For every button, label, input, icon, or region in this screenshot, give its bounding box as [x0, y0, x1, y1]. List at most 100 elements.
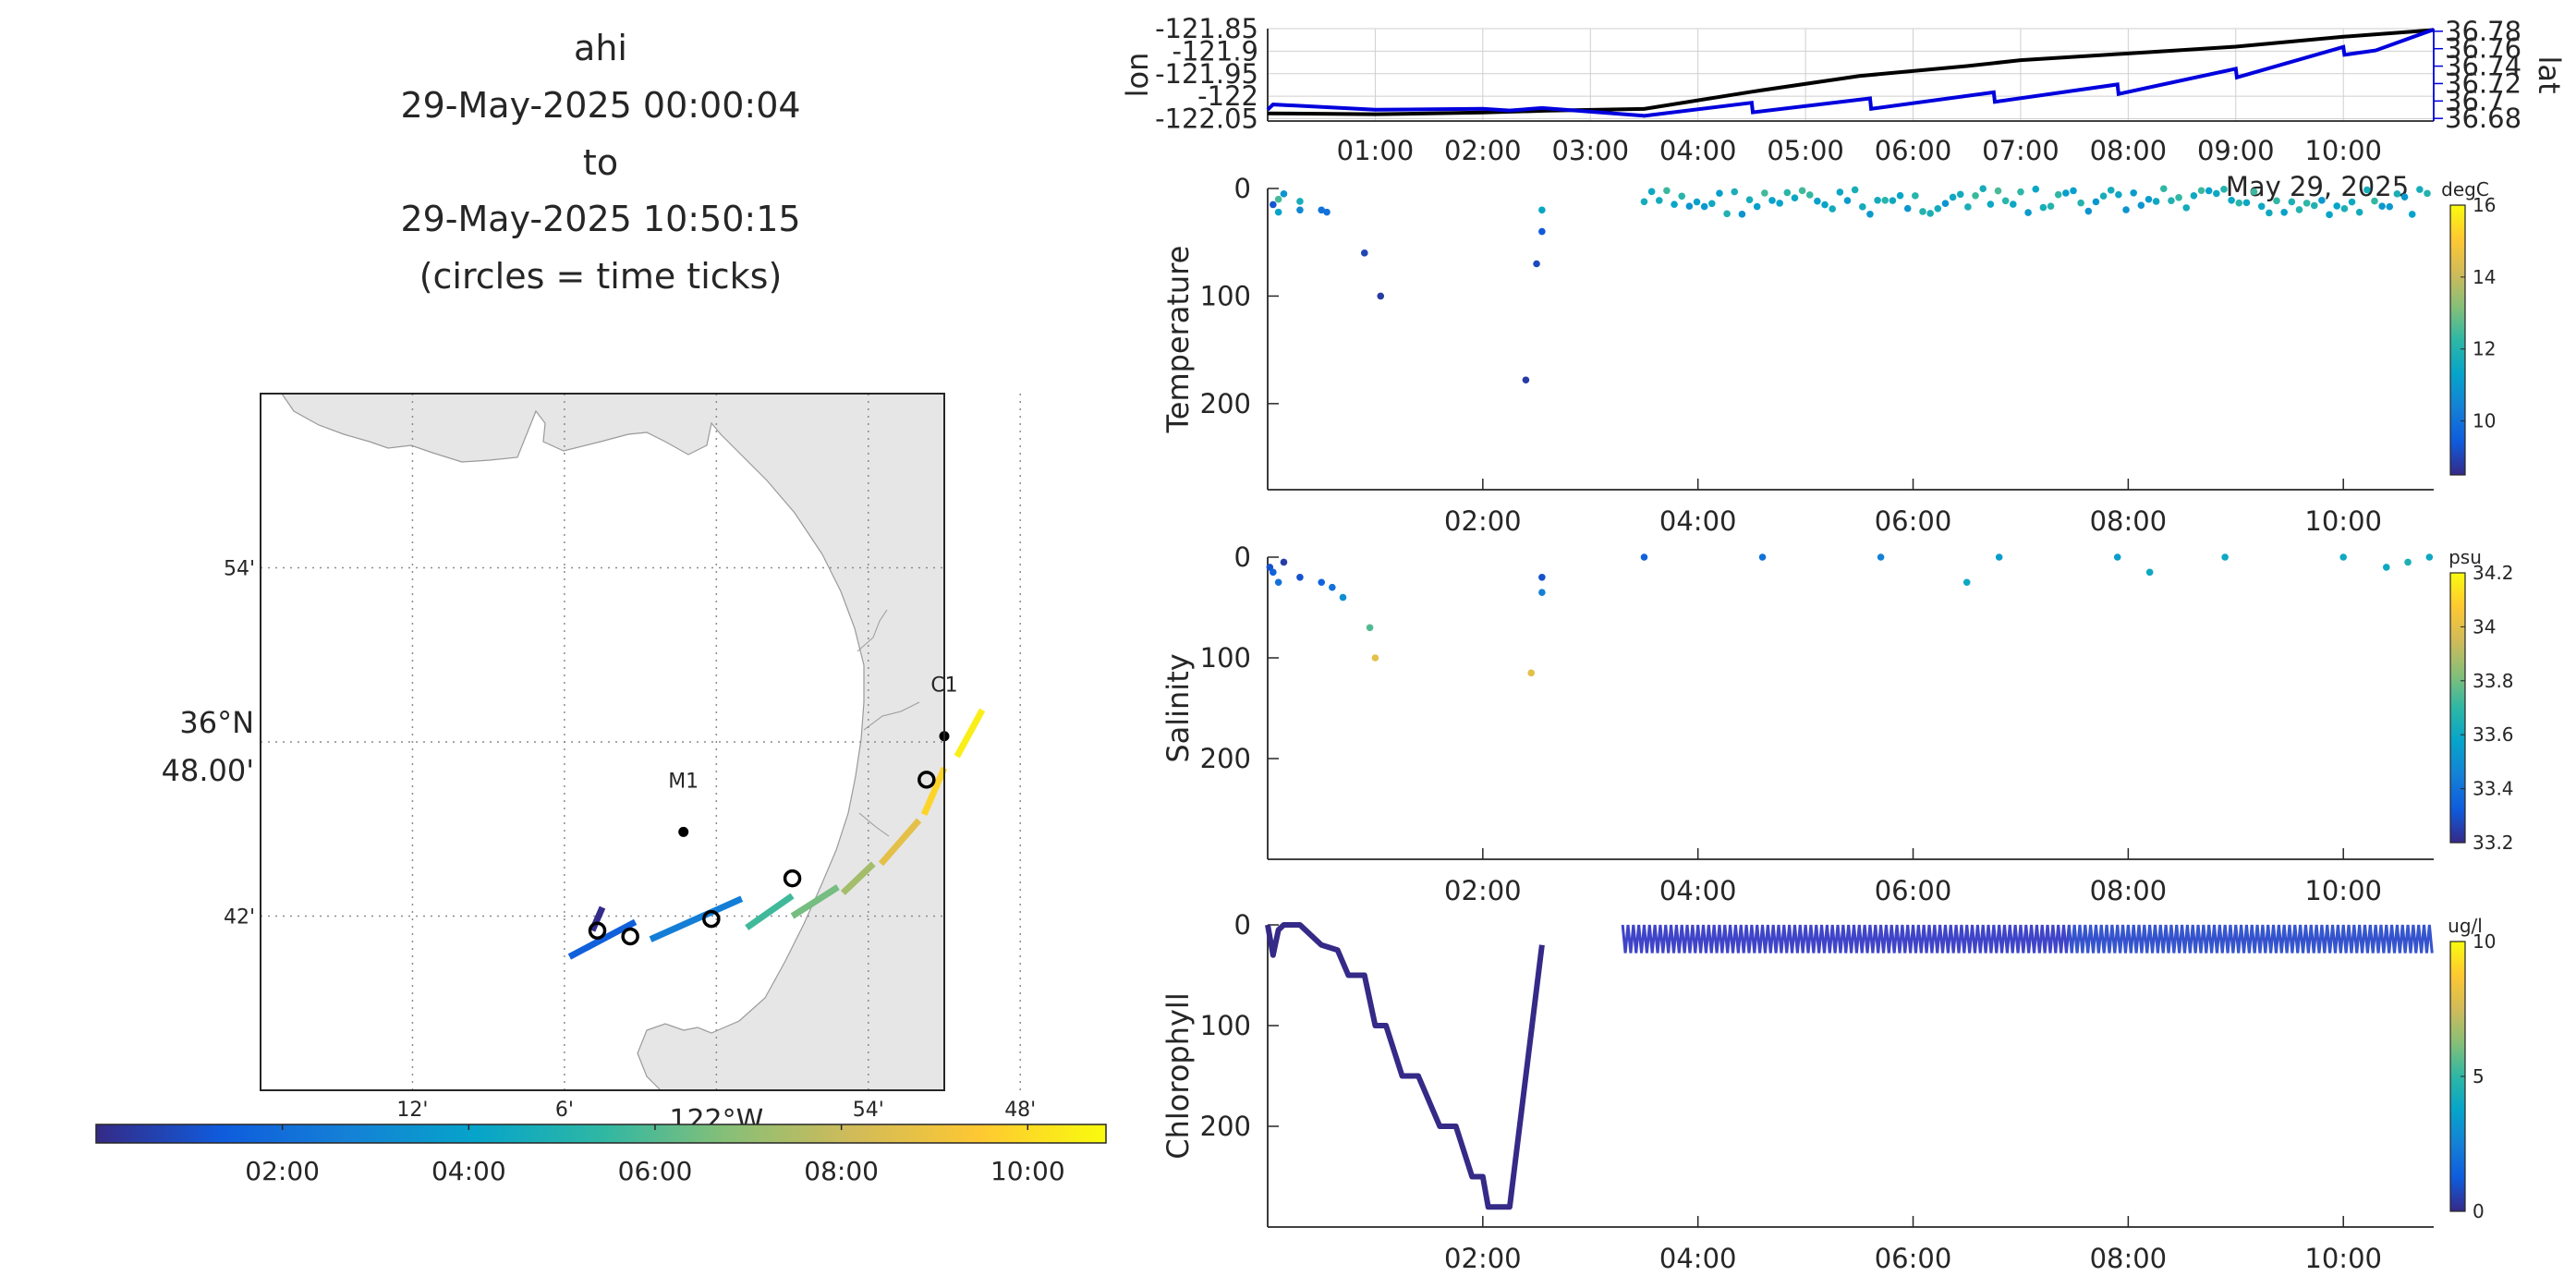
glider-track	[567, 708, 986, 960]
time-tick-circle	[702, 909, 721, 929]
temperature-point	[2032, 185, 2040, 193]
temperature-point	[2273, 197, 2280, 205]
map-x-tick-label: 12'	[396, 1099, 428, 1122]
y-axis-label: Salinity	[1160, 653, 1196, 762]
temperature-point	[1874, 196, 1881, 204]
x-tick-label: 04:00	[1659, 1243, 1737, 1274]
x-tick-label: 08:00	[2090, 1243, 2168, 1274]
temperature-point	[2145, 195, 2153, 203]
colorbar-tick-label: 34	[2473, 615, 2496, 638]
temperature-point	[2378, 202, 2386, 210]
temperature-point	[2250, 188, 2258, 196]
colorbar-tick-label: 10:00	[990, 1156, 1065, 1186]
temperature-point	[2182, 204, 2191, 212]
temperature-point	[1640, 198, 1648, 206]
temperature-point	[2099, 192, 2108, 200]
temperature-point	[2084, 207, 2093, 215]
time-tick-circle	[588, 921, 607, 940]
temperature-point	[2168, 197, 2175, 204]
temperature-point	[1296, 198, 1304, 205]
colorbar-tick-label: 16	[2473, 194, 2496, 216]
temperature-point	[1323, 208, 1331, 216]
salinity-point	[1877, 553, 1885, 561]
station-marker	[678, 826, 689, 837]
temperature-point	[2326, 211, 2333, 219]
temperature-point	[2107, 187, 2115, 194]
colorbar-tick-label: 08:00	[804, 1156, 879, 1186]
temperature-point	[1791, 194, 1799, 202]
salinity-point	[1280, 558, 1288, 566]
temperature-point	[2213, 189, 2220, 198]
temperature-point	[2175, 194, 2182, 201]
temperature-point	[1851, 186, 1859, 194]
temperature-point	[2070, 187, 2077, 195]
x-tick-label: 07:00	[1982, 135, 2060, 166]
colorbar-tick-label: 14	[2473, 266, 2496, 288]
temperature-point	[2242, 199, 2251, 207]
temperature-point	[2001, 197, 2010, 205]
x-tick-label: 08:00	[2090, 505, 2168, 537]
lon-tick-label: -121.85	[1155, 13, 1258, 44]
temperature-point	[2318, 197, 2326, 204]
temperature-point	[1783, 188, 1792, 197]
x-tick-label: 10:00	[2304, 1243, 2382, 1274]
lon-series-line	[1267, 28, 2435, 116]
x-tick-label: 06:00	[1875, 135, 1952, 166]
time-tick-circle	[783, 869, 802, 888]
colorbar-bar	[95, 1124, 1107, 1144]
lat-tick-label: 36.68	[2445, 103, 2521, 134]
temperature-point	[1745, 196, 1754, 204]
land-shape	[261, 394, 944, 1090]
temperature-point	[1685, 202, 1694, 210]
temperature-point	[2363, 186, 2371, 194]
temperature-point	[1647, 188, 1656, 196]
salinity-point	[1318, 578, 1326, 587]
y-tick-label: 200	[1200, 1111, 1251, 1142]
salinity-point	[1538, 574, 1546, 581]
temperature-point	[1987, 200, 1995, 208]
x-tick-label: 04:00	[1659, 505, 1737, 537]
lon-tick-label: -122.05	[1155, 103, 1258, 135]
salinity-point	[2221, 553, 2229, 561]
temperature-point	[2062, 189, 2070, 197]
temperature-point	[1829, 205, 1837, 213]
temperature-point	[2039, 203, 2047, 212]
y-tick-label: 200	[1200, 388, 1251, 419]
y-tick-label: 100	[1200, 280, 1251, 311]
temperature-point	[1671, 200, 1678, 208]
salinity-point	[2425, 553, 2434, 561]
track-segment	[790, 884, 840, 919]
temperature-point	[2197, 187, 2205, 195]
temperature-point	[2047, 202, 2055, 211]
temperature-point	[2257, 202, 2266, 211]
salinity-panel: 0 100 200 02:00 04:00 06:00 08:00 10:00 Salinity…	[1160, 541, 2514, 906]
x-tick-label: 06:00	[1875, 1243, 1952, 1274]
map-y-tick-label: 42'	[224, 906, 255, 930]
x-tick-label: 02:00	[1444, 135, 1522, 166]
x-tick-label: 06:00	[1875, 875, 1952, 906]
track-segment	[954, 708, 986, 759]
temperature-point	[1798, 187, 1806, 195]
temperature-point	[1866, 211, 1874, 218]
map-y-tick-label: 54'	[224, 558, 255, 581]
lat-axis-label: lat	[2532, 55, 2567, 93]
lat-tick-label: 36.72	[2445, 67, 2521, 99]
temperature-point	[2220, 186, 2228, 193]
temperature-point	[1836, 188, 1844, 196]
title-line-2: 29-May-2025 00:00:04	[400, 85, 800, 126]
salinity-point	[1339, 593, 1347, 601]
y-tick-label: 0	[1234, 173, 1251, 204]
temperature-point	[1934, 204, 1942, 213]
temperature-point	[2424, 189, 2431, 198]
map-y-major-label: 48.00'	[162, 753, 254, 788]
time-tick-circle	[621, 927, 639, 946]
temperature-point	[2228, 196, 2235, 204]
track-segment	[649, 895, 744, 942]
colorbar-tick-label: 04:00	[431, 1156, 506, 1186]
temperature-point	[1912, 192, 1919, 200]
temperature-point	[2340, 205, 2349, 213]
colorbar-tick-label: 33.2	[2473, 832, 2514, 854]
temperature-point	[2416, 186, 2424, 193]
